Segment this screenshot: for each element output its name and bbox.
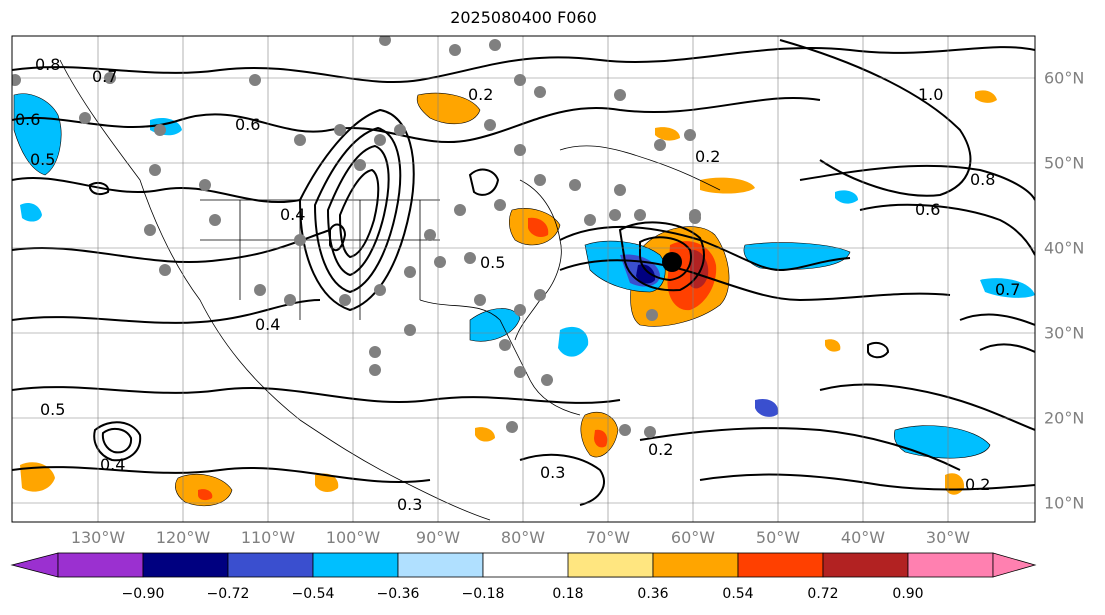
colorbar-tick-label: −0.36 <box>376 586 420 602</box>
colorbar-tick-label: −0.18 <box>461 586 505 602</box>
lat-label: 10°N <box>1044 493 1085 513</box>
colorbar-tick-label: −0.72 <box>206 586 250 602</box>
lon-label: 100°W <box>325 528 381 547</box>
lon-label: 40°W <box>840 528 886 547</box>
lon-label: 90°W <box>415 528 461 547</box>
lat-label: 50°N <box>1044 153 1085 173</box>
lon-label: 60°W <box>670 528 716 547</box>
map-frame <box>11 35 1036 523</box>
lon-label: 50°W <box>755 528 801 547</box>
lat-label: 40°N <box>1044 238 1085 258</box>
lon-label: 110°W <box>240 528 296 547</box>
colorbar-tick-label: 0.54 <box>722 586 754 602</box>
lat-label: 30°N <box>1044 323 1085 343</box>
lat-label: 20°N <box>1044 408 1085 428</box>
lon-label: 30°W <box>925 528 971 547</box>
colorbar-tick-label: 0.18 <box>552 586 584 602</box>
coastlines <box>59 59 721 521</box>
graticule <box>12 36 1035 522</box>
lon-label: 130°W <box>70 528 126 547</box>
lon-label: 120°W <box>155 528 211 547</box>
station-dots <box>12 36 701 438</box>
lon-label: 70°W <box>585 528 631 547</box>
colorbar-tick-label: 0.36 <box>637 586 669 602</box>
map-background <box>12 36 1035 522</box>
plot-title: 2025080400 F060 <box>450 8 597 27</box>
colorbar-tick-label: −0.90 <box>121 586 165 602</box>
lon-label: 80°W <box>500 528 546 547</box>
colorbar-tick-label: −0.54 <box>291 586 335 602</box>
colorbar-tick-label: 0.90 <box>892 586 924 602</box>
storm-center-marker <box>662 252 682 272</box>
lat-label: 60°N <box>1044 68 1085 88</box>
colorbar-extend-low <box>10 552 59 578</box>
colorbar-extend-high <box>992 552 1037 578</box>
colorbar <box>10 552 1037 578</box>
colorbar-tick-label: 0.72 <box>807 586 839 602</box>
